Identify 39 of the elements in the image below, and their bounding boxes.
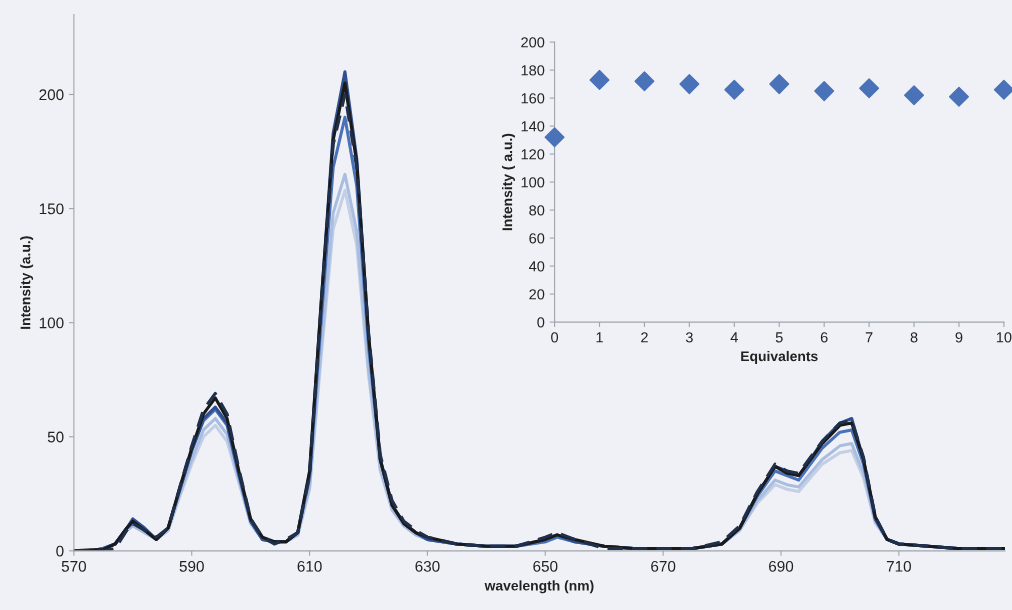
y-tick-label: 50 <box>47 431 64 443</box>
x-tick-label: 630 <box>415 560 440 572</box>
x-tick-label: 3 <box>685 332 693 343</box>
x-tick-label: 5 <box>775 332 783 343</box>
x-axis-title: Equivalents <box>741 350 818 364</box>
y-tick-label: 140 <box>521 121 545 132</box>
y-axis-title: Intensity ( a.u.) <box>502 133 515 231</box>
y-tick-label: 100 <box>521 177 545 188</box>
x-tick-label: 6 <box>820 332 828 343</box>
y-axis-title: Intensity (a.u.) <box>20 236 34 329</box>
y-tick-label: 200 <box>39 89 64 101</box>
y-tick-label: 0 <box>537 317 545 328</box>
x-tick-label: 2 <box>641 332 648 343</box>
y-tick-label: 150 <box>39 203 64 215</box>
x-tick-label: 590 <box>179 560 204 572</box>
x-tick-label: 4 <box>730 332 738 343</box>
y-tick-label: 60 <box>529 233 545 244</box>
x-tick-label: 7 <box>865 332 873 343</box>
x-axis-title: wavelength (nm) <box>484 580 594 594</box>
x-tick-label: 610 <box>297 560 322 572</box>
x-tick-label: 10 <box>996 332 1012 343</box>
x-tick-label: 670 <box>651 560 676 572</box>
x-tick-label: 650 <box>533 560 558 572</box>
y-tick-label: 80 <box>529 205 545 216</box>
y-tick-label: 0 <box>56 545 64 557</box>
y-tick-label: 40 <box>528 261 545 272</box>
y-tick-label: 180 <box>521 65 545 76</box>
y-tick-label: 200 <box>521 37 545 48</box>
y-tick-label: 100 <box>39 317 64 329</box>
x-tick-label: 710 <box>886 560 911 572</box>
x-tick-label: 1 <box>596 332 603 343</box>
x-tick-label: 0 <box>551 332 559 343</box>
x-tick-label: 9 <box>955 332 963 343</box>
x-tick-label: 690 <box>769 560 794 572</box>
y-tick-label: 160 <box>521 93 545 104</box>
x-tick-label: 570 <box>61 560 87 572</box>
y-tick-label: 20 <box>529 289 545 300</box>
x-tick-label: 8 <box>910 332 918 343</box>
y-tick-label: 120 <box>521 149 545 160</box>
